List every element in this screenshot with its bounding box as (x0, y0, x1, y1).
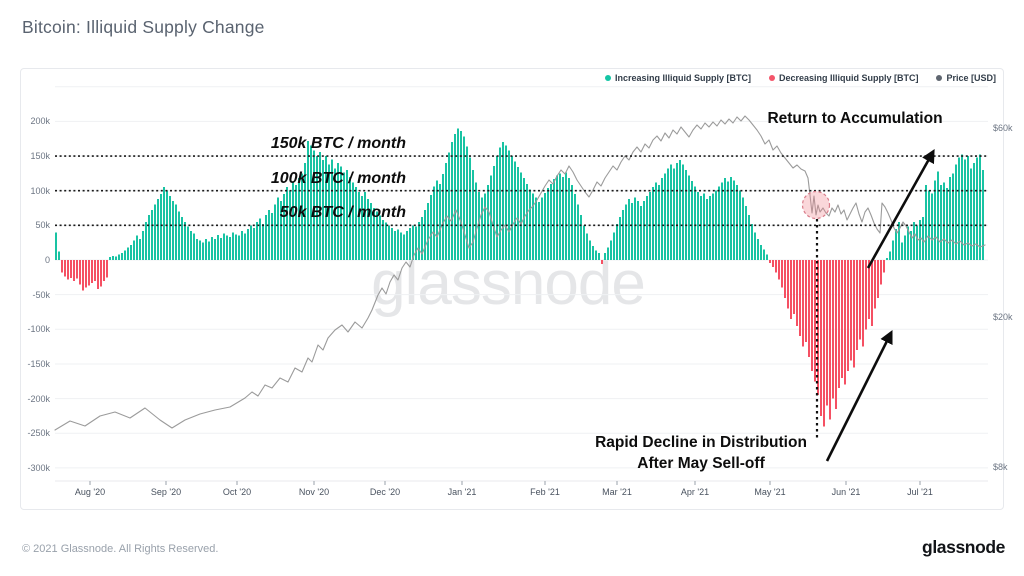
legend-item-price[interactable]: Price [USD] (936, 73, 996, 83)
legend-dot-increasing-icon (604, 75, 611, 81)
y-axis-tick-label: -50k (32, 289, 50, 300)
annotation-shapes (801, 149, 935, 462)
price-line (54, 115, 986, 431)
page-title: Bitcoin: Illiquid Supply Change (22, 17, 265, 37)
y-axis-tick-label: -200k (27, 393, 50, 404)
y-axis-tick-label: 200k (30, 116, 50, 127)
y-axis-tick-label: -250k (27, 428, 50, 439)
x-axis-tick-label: Feb '21 (530, 487, 560, 497)
legend-label: Price [USD] (946, 73, 996, 83)
legend-item-increasing[interactable]: Increasing Illiquid Supply [BTC] (604, 73, 751, 83)
x-axis-tick-label: Sep '20 (150, 487, 182, 497)
footer-copyright: © 2021 Glassnode. All Rights Reserved. (22, 543, 219, 555)
x-axis-tick-label: Jun '21 (831, 487, 861, 497)
y-axis-tick-label: 50k (35, 220, 50, 231)
legend-item-decreasing[interactable]: Decreasing Illiquid Supply [BTC] (768, 73, 919, 83)
annotation-100k: 100k BTC / month (270, 169, 406, 187)
legend-dot-decreasing-icon (768, 75, 775, 81)
supply-change-bars (55, 128, 985, 427)
footer-glassnode-logo: glassnode (922, 537, 1005, 557)
y-axis-tick-label: -300k (27, 462, 50, 473)
x-axis-tick-label: May '21 (754, 487, 786, 497)
x-axis-tick-label: Aug '20 (74, 487, 106, 497)
btc-threshold-dotted-lines (55, 155, 988, 227)
chart-legend: Increasing Illiquid Supply [BTC] Decreas… (604, 73, 996, 83)
annotation-rapid-decline: Rapid Decline in Distribution After May … (571, 432, 831, 474)
y-axis-tick-label: 150k (30, 151, 50, 162)
x-axis-tick-label: Mar '21 (602, 487, 632, 497)
x-axis-tick-label: Oct '20 (222, 487, 252, 497)
legend-label: Increasing Illiquid Supply [BTC] (614, 73, 751, 83)
y-axis-right-tick-label: $20k (993, 312, 1013, 322)
y-axis-right-tick-label: $60k (993, 123, 1013, 133)
y-axis-tick-label: -150k (27, 358, 50, 369)
annotation-return-to-accumulation: Return to Accumulation (767, 110, 943, 127)
x-axis-tick-label: Nov '20 (298, 487, 330, 497)
x-axis-tick-label: Jul '21 (907, 487, 933, 497)
y-axis-tick-label: -100k (27, 324, 50, 335)
legend-dot-price-icon (936, 75, 943, 81)
y-axis-tick-label: 0 (44, 255, 50, 265)
legend-label: Decreasing Illiquid Supply [BTC] (778, 73, 919, 83)
annotation-rapid-decline-line2: After May Sell-off (637, 455, 765, 472)
y-axis-right-tick-label: $8k (993, 462, 1008, 472)
x-axis-tick-label: Apr '21 (680, 487, 710, 497)
annotation-150k: 150k BTC / month (270, 135, 406, 153)
x-axis-tick-label: Jan '21 (447, 487, 477, 497)
annotation-rapid-decline-line1: Rapid Decline in Distribution (595, 434, 807, 451)
y-axis-tick-label: 100k (30, 185, 50, 196)
x-axis-tick-label: Dec '20 (369, 487, 401, 497)
annotation-50k: 50k BTC / month (279, 204, 406, 222)
